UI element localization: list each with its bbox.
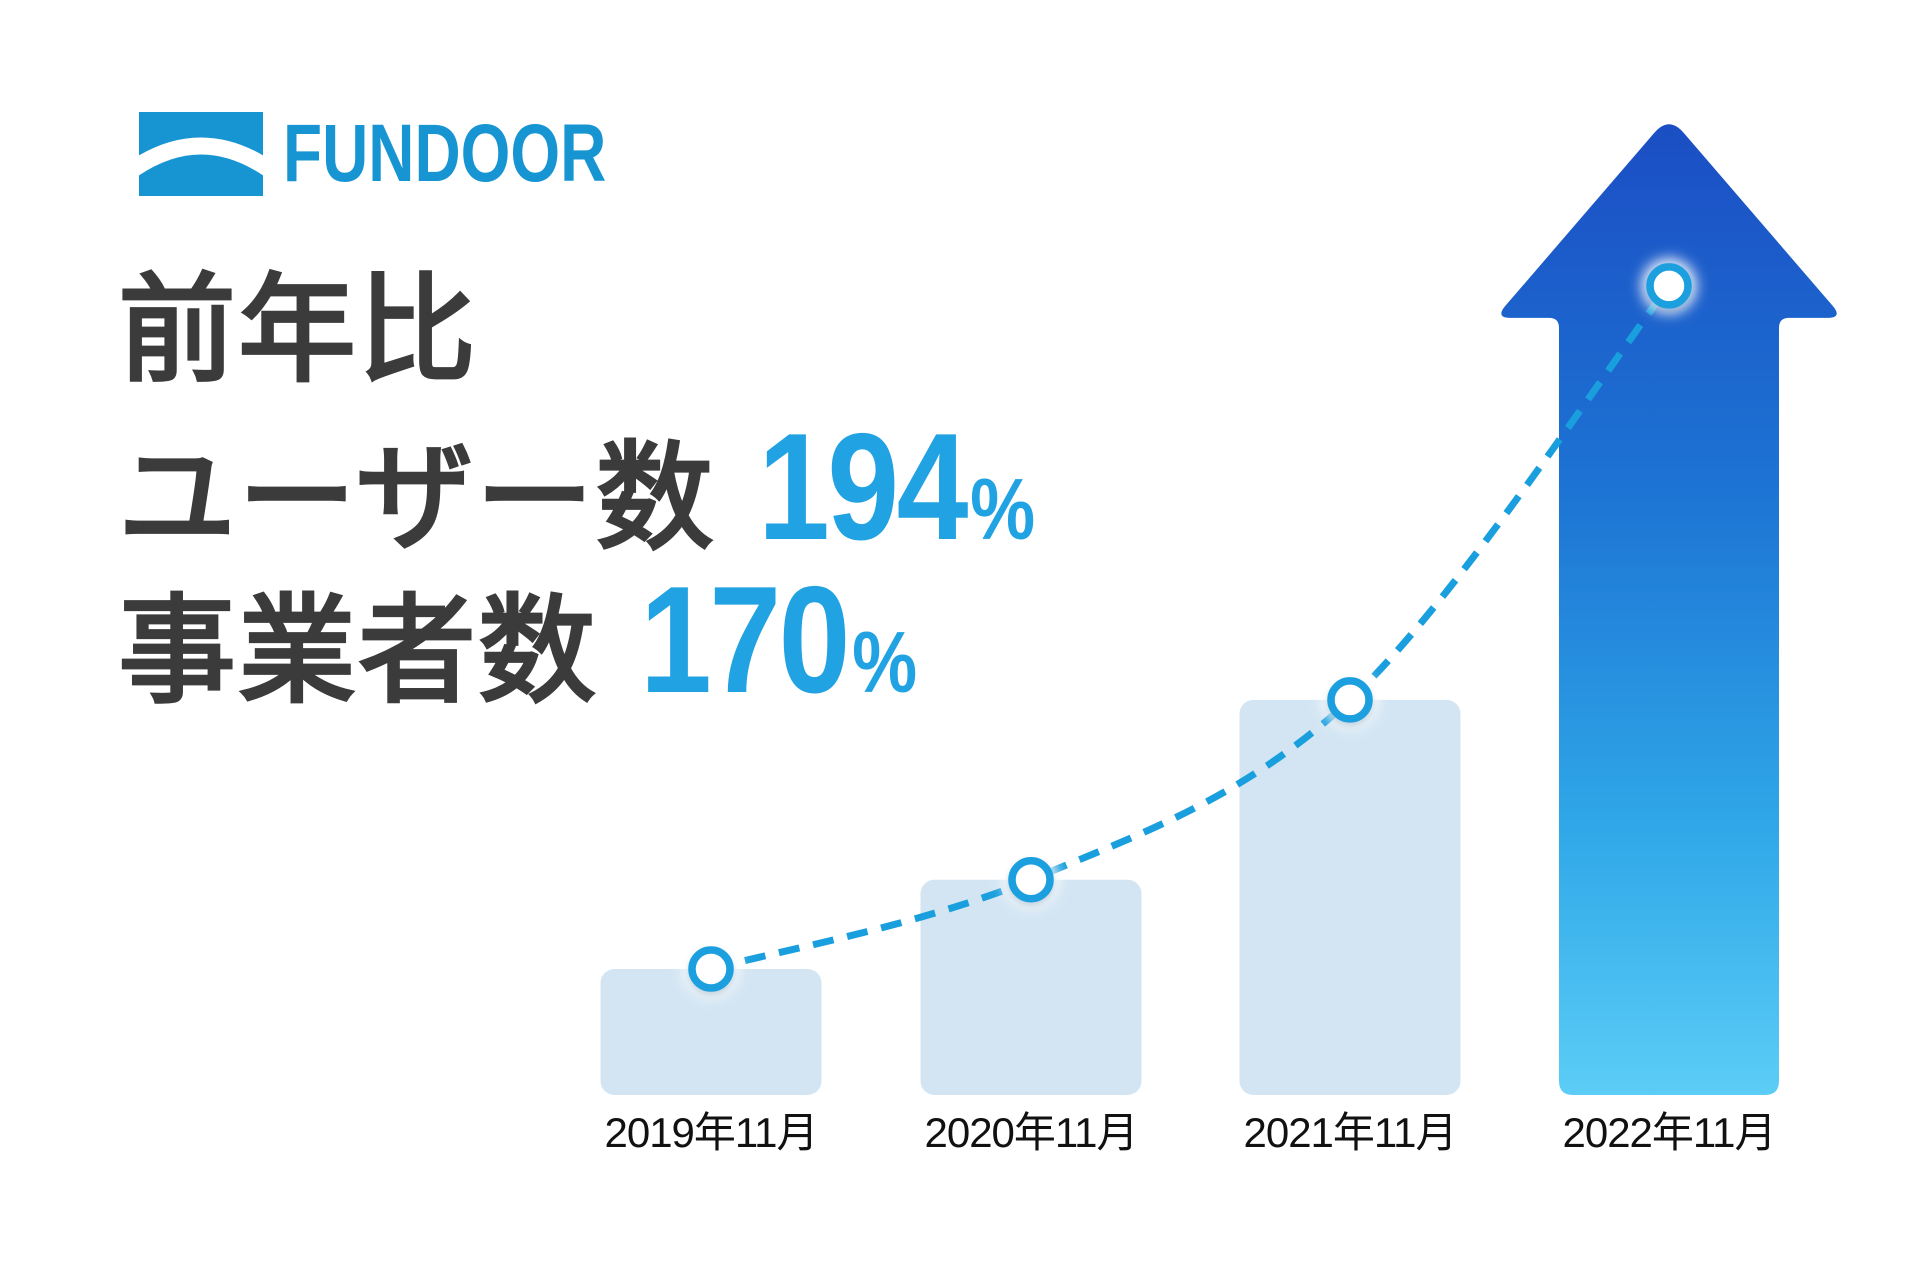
x-axis-label-2022: 2022年11月 bbox=[1562, 1109, 1776, 1156]
headline-label-users: ユーザー数 bbox=[118, 433, 716, 565]
headline-label-businesses: 事業者数 bbox=[118, 586, 599, 718]
data-point-marker bbox=[1327, 677, 1373, 723]
trend-dashed-line bbox=[710, 283, 1672, 973]
chart-bar bbox=[1239, 699, 1461, 1095]
percent-sign: % bbox=[969, 462, 1035, 558]
chart-bar bbox=[920, 879, 1142, 1095]
brand-header: FUNDOOR bbox=[139, 112, 698, 196]
headline-value-users: 194% bbox=[757, 402, 1035, 572]
fundoor-logo-icon bbox=[139, 112, 263, 196]
data-point-marker bbox=[688, 946, 734, 992]
headline-line-2: ユーザー数 194% bbox=[118, 402, 1084, 575]
percent-sign: % bbox=[852, 615, 918, 711]
headline-line-3: 事業者数 170% bbox=[118, 555, 966, 728]
headline-text-yoy: 前年比 bbox=[118, 265, 479, 397]
data-point-marker bbox=[1646, 263, 1692, 309]
growth-arrow bbox=[1501, 124, 1837, 1095]
data-point-marker bbox=[1008, 856, 1054, 903]
x-axis-label-2021: 2021年11月 bbox=[1243, 1109, 1457, 1156]
chart-bar bbox=[600, 969, 822, 1095]
x-axis-label-2019: 2019年11月 bbox=[604, 1109, 818, 1156]
brand-wordmark: FUNDOOR bbox=[283, 108, 607, 199]
x-axis-label-2020: 2020年11月 bbox=[924, 1109, 1138, 1156]
headline-value-businesses: 170% bbox=[640, 555, 918, 725]
headline-line-1: 前年比 bbox=[118, 266, 478, 396]
